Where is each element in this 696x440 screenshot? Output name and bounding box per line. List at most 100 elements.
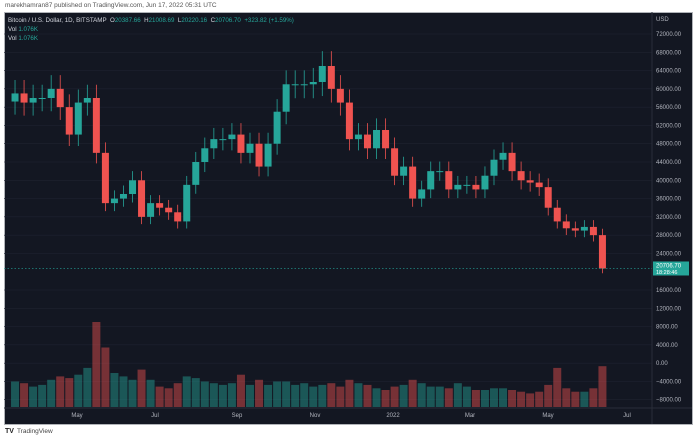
volume-bar: [255, 379, 264, 407]
volume-bar: [489, 388, 498, 407]
y-tick-label: 48000.00: [656, 142, 682, 148]
candle-body: [101, 152, 109, 204]
volume-bar: [137, 369, 146, 407]
volume-bar: [408, 379, 417, 407]
volume-bar: [155, 386, 164, 407]
candle-body: [228, 134, 236, 140]
candle-body: [354, 134, 362, 140]
candle-body: [571, 228, 579, 231]
volume-bar: [119, 376, 128, 407]
candle-body: [391, 148, 399, 176]
candle-body: [138, 180, 146, 217]
x-tick-label: May: [71, 413, 82, 419]
candle-body: [192, 162, 200, 185]
volume-bar: [553, 367, 562, 407]
y-tick-label: 52000.00: [656, 123, 682, 129]
candle-body: [436, 171, 444, 173]
y-tick-label: −8000.00: [656, 398, 682, 404]
candle-body: [183, 184, 191, 222]
y-tick-label: 8000.00: [656, 325, 678, 331]
candle-body: [363, 134, 371, 149]
volume-bar: [589, 388, 598, 407]
candlestick-chart[interactable]: USD 72000.00 68000.00 64000.00 60000.00 56000…: [4, 12, 692, 424]
y-tick-label: 36000.00: [656, 197, 682, 203]
candle-body: [156, 203, 164, 208]
chart-frame[interactable]: [4, 12, 693, 425]
y-tick-label: 72000.00: [656, 32, 682, 38]
volume-bar: [426, 386, 435, 407]
volume-bar: [264, 384, 273, 407]
volume-bar: [47, 379, 56, 407]
countdown-label: 18:28:46: [656, 270, 677, 276]
candle-body: [309, 82, 317, 85]
volume-bar: [399, 384, 408, 407]
footer-brand: TradingView: [16, 428, 53, 435]
candle-body: [255, 143, 263, 167]
volume-bar: [291, 384, 300, 407]
candle-body: [463, 184, 471, 186]
volume-bar: [236, 374, 245, 407]
vol-label: Vol: [8, 26, 17, 33]
volume-bar: [381, 390, 390, 407]
last-price-label: 20706.70: [656, 263, 682, 269]
candle-body: [11, 93, 19, 102]
candle-body: [201, 148, 209, 162]
candle-body: [517, 171, 525, 181]
close-value: 20706.70: [215, 17, 241, 24]
volume-bar: [101, 347, 110, 407]
volume-bar: [462, 386, 471, 407]
volume-bar: [363, 384, 372, 407]
volume-bar: [218, 384, 227, 407]
candle-body: [246, 143, 254, 153]
candle-body: [119, 194, 127, 199]
volume-row[interactable]: Vol 1.076K: [8, 25, 294, 34]
candle-body: [400, 166, 408, 176]
high-value: 21008.69: [148, 17, 175, 24]
volume-bar: [29, 386, 38, 407]
y-tick-label: 24000.00: [656, 251, 682, 257]
last-price-badge: [653, 261, 689, 276]
candle-body: [544, 187, 552, 208]
volume-bar: [38, 384, 47, 407]
volume-bar: [273, 381, 282, 407]
y-tick-label: 40000.00: [656, 178, 682, 184]
volume-bar: [146, 379, 155, 407]
candle-body: [562, 221, 570, 229]
candle-body: [409, 166, 417, 199]
volume-bar: [245, 384, 254, 407]
volume-bar: [354, 383, 363, 407]
volume-bar: [526, 393, 535, 407]
low-value: 20220.16: [181, 17, 208, 24]
candle-body: [291, 84, 299, 86]
volume-bar: [110, 373, 119, 407]
x-tick-label: Mar: [465, 413, 475, 419]
candle-body: [129, 180, 137, 194]
candle-body: [318, 66, 326, 82]
candle-body: [327, 66, 335, 89]
volume-bar: [128, 379, 137, 407]
y-tick-label: 32000.00: [656, 215, 682, 221]
high-label: H: [144, 17, 149, 24]
y-tick-label: 16000.00: [656, 288, 682, 294]
volume-bar: [327, 383, 336, 407]
candle-body: [147, 203, 155, 217]
volume-bar: [209, 383, 218, 407]
x-tick-label: 2022: [386, 413, 400, 419]
volume-row-2[interactable]: Vol 1.076K: [8, 34, 294, 43]
symbol-title[interactable]: Bitcoin / U.S. Dollar, 1D, BITSTAMP: [8, 17, 107, 24]
volume-bar: [200, 381, 209, 407]
candle-body: [264, 143, 272, 167]
volume-bar: [191, 378, 200, 407]
open-value: 20387.66: [114, 17, 141, 24]
volume-bar: [11, 381, 20, 407]
candle-body: [29, 98, 37, 103]
candle-body: [210, 139, 218, 149]
volume-bar: [571, 391, 580, 407]
chart-legend: Bitcoin / U.S. Dollar, 1D, BITSTAMP O203…: [8, 16, 294, 43]
y-tick-label: 68000.00: [656, 50, 682, 56]
candle-body: [336, 88, 344, 103]
open-label: O: [110, 17, 115, 24]
volume-bar: [300, 383, 309, 407]
volume-bar: [535, 391, 544, 407]
candle-body: [83, 98, 91, 103]
